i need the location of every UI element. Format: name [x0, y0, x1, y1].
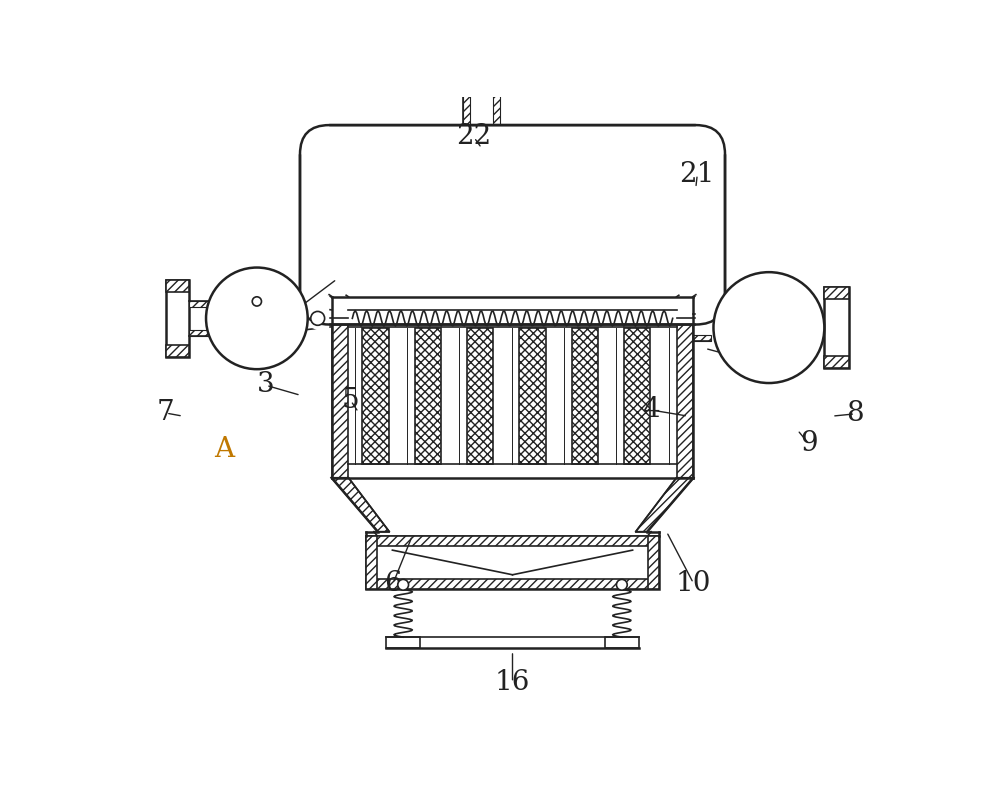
- Bar: [824, 287, 849, 369]
- Bar: [332, 297, 348, 477]
- Text: 21: 21: [680, 160, 715, 188]
- Wedge shape: [696, 118, 733, 155]
- Circle shape: [713, 272, 824, 383]
- Bar: [189, 300, 247, 307]
- Bar: [362, 328, 389, 464]
- Text: 7: 7: [157, 399, 175, 426]
- Bar: [251, 291, 263, 345]
- Text: 9: 9: [800, 430, 818, 457]
- Circle shape: [206, 267, 308, 369]
- Text: A: A: [214, 436, 234, 464]
- Bar: [677, 297, 693, 477]
- Text: 1: 1: [253, 322, 271, 349]
- Bar: [386, 637, 420, 648]
- Bar: [648, 535, 659, 589]
- Bar: [493, 85, 500, 125]
- Wedge shape: [292, 118, 329, 155]
- Bar: [329, 155, 696, 171]
- Text: 3: 3: [257, 371, 275, 398]
- Bar: [249, 330, 265, 336]
- Circle shape: [727, 285, 811, 370]
- Text: 5: 5: [342, 387, 360, 414]
- Wedge shape: [292, 295, 329, 332]
- Bar: [463, 85, 470, 125]
- Bar: [351, 176, 674, 274]
- Bar: [693, 314, 711, 320]
- Bar: [366, 535, 377, 589]
- Bar: [463, 85, 500, 125]
- Circle shape: [616, 580, 627, 590]
- Bar: [572, 328, 598, 464]
- Text: 6: 6: [384, 570, 402, 597]
- FancyBboxPatch shape: [300, 125, 725, 324]
- Bar: [329, 155, 346, 295]
- Circle shape: [311, 312, 325, 325]
- Wedge shape: [696, 295, 733, 332]
- Text: 4: 4: [642, 396, 660, 423]
- Text: 10: 10: [676, 570, 711, 597]
- Bar: [467, 328, 493, 464]
- Bar: [166, 345, 189, 357]
- Polygon shape: [332, 477, 389, 531]
- Bar: [679, 155, 696, 295]
- Text: 2: 2: [754, 349, 772, 377]
- Bar: [366, 535, 659, 547]
- Bar: [166, 280, 189, 357]
- Bar: [624, 328, 650, 464]
- Bar: [366, 535, 659, 589]
- Bar: [189, 330, 247, 336]
- Bar: [824, 287, 849, 299]
- Bar: [166, 280, 189, 292]
- Bar: [415, 328, 441, 464]
- Text: 16: 16: [495, 669, 530, 696]
- Bar: [605, 637, 639, 648]
- Bar: [824, 356, 849, 369]
- Text: 22: 22: [456, 123, 492, 151]
- Bar: [519, 328, 546, 464]
- Bar: [693, 336, 711, 341]
- Bar: [366, 579, 659, 589]
- Polygon shape: [636, 477, 693, 531]
- Circle shape: [252, 297, 261, 306]
- Text: 8: 8: [846, 400, 864, 427]
- Bar: [329, 279, 696, 295]
- Circle shape: [398, 580, 409, 590]
